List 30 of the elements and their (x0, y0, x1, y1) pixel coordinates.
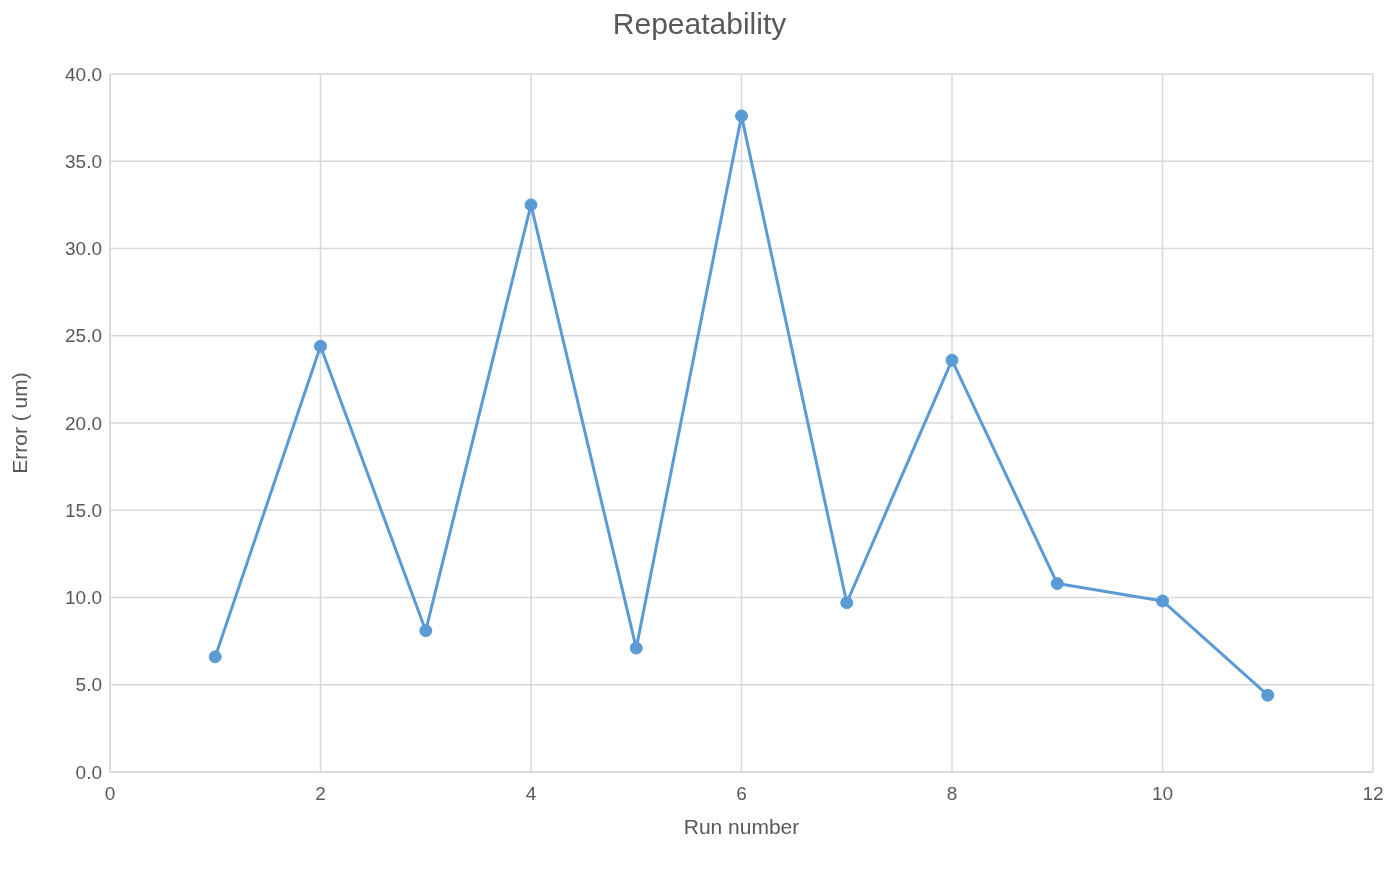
point (1261, 688, 1275, 702)
point (945, 353, 959, 367)
x-tick-label: 12 (1362, 783, 1384, 804)
point (524, 198, 538, 212)
x-tick-label: 4 (525, 783, 537, 804)
point (314, 339, 327, 353)
x-tick-label: 6 (736, 783, 747, 804)
point (208, 650, 222, 664)
chart-title: Repeatability (611, 7, 788, 42)
y-tick-label: 10.0 (65, 587, 102, 609)
point (1156, 594, 1169, 608)
point (419, 624, 433, 638)
x-axis-title: Run number (683, 815, 800, 838)
x-tick-label: 8 (946, 783, 958, 804)
y-tick-label: 0.0 (75, 761, 102, 783)
y-tick-label: 40.0 (65, 63, 102, 85)
y-axis-title: Error ( um) (8, 372, 32, 474)
point (629, 641, 643, 655)
y-tick-label: 5.0 (75, 674, 102, 696)
y-tick-label: 15.0 (65, 499, 102, 521)
y-tick-label: 30.0 (65, 238, 102, 260)
point (1050, 577, 1064, 591)
y-tick-label: 35.0 (65, 150, 102, 172)
point (735, 109, 748, 123)
x-tick-label: 10 (1151, 783, 1174, 804)
x-tick-label: 2 (315, 783, 326, 804)
y-tick-label: 25.0 (65, 325, 102, 347)
point (840, 596, 854, 610)
y-tick-label: 20.0 (65, 412, 102, 434)
x-tick-label: 0 (104, 783, 116, 804)
